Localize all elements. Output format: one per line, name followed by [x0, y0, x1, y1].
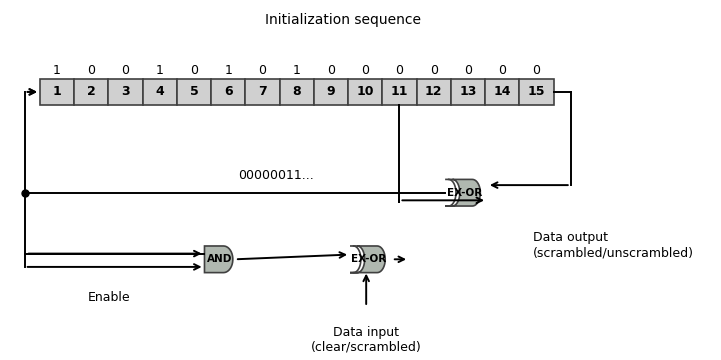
Bar — [143, 78, 177, 105]
Text: 0: 0 — [498, 64, 506, 77]
Bar — [519, 78, 554, 105]
Text: 0: 0 — [361, 64, 369, 77]
Bar — [382, 78, 417, 105]
Text: 10: 10 — [356, 85, 374, 98]
Text: 0: 0 — [259, 64, 267, 77]
Text: 1: 1 — [53, 64, 61, 77]
Text: 0: 0 — [464, 64, 472, 77]
Text: 1: 1 — [53, 85, 61, 98]
Text: 00000011...: 00000011... — [238, 169, 314, 182]
Text: EX-OR: EX-OR — [446, 188, 482, 198]
Bar — [245, 78, 280, 105]
PathPatch shape — [350, 246, 385, 273]
Text: Data output
(scrambled/unscrambled): Data output (scrambled/unscrambled) — [533, 231, 694, 259]
Bar — [177, 78, 211, 105]
Text: 3: 3 — [121, 85, 130, 98]
Text: 0: 0 — [327, 64, 335, 77]
Text: 12: 12 — [425, 85, 443, 98]
Bar — [451, 78, 485, 105]
Text: EX-OR: EX-OR — [351, 254, 386, 264]
Text: Enable: Enable — [88, 291, 131, 304]
Text: Initialization sequence: Initialization sequence — [265, 13, 421, 27]
Bar — [314, 78, 348, 105]
Bar — [485, 78, 519, 105]
Text: 9: 9 — [327, 85, 335, 98]
Text: 4: 4 — [156, 85, 164, 98]
Text: 11: 11 — [391, 85, 408, 98]
Text: 13: 13 — [459, 85, 477, 98]
Text: AND: AND — [207, 254, 232, 264]
PathPatch shape — [445, 179, 480, 206]
Bar — [348, 78, 382, 105]
Text: Data input
(clear/scrambled): Data input (clear/scrambled) — [311, 326, 422, 354]
Text: 6: 6 — [224, 85, 233, 98]
Bar — [417, 78, 451, 105]
Text: 8: 8 — [293, 85, 301, 98]
Bar — [280, 78, 314, 105]
Text: 0: 0 — [190, 64, 198, 77]
Text: 7: 7 — [258, 85, 267, 98]
Text: 0: 0 — [122, 64, 130, 77]
Text: 0: 0 — [396, 64, 404, 77]
Text: 2: 2 — [87, 85, 96, 98]
Bar — [40, 78, 74, 105]
Text: 5: 5 — [190, 85, 198, 98]
Text: 1: 1 — [293, 64, 301, 77]
Text: 0: 0 — [87, 64, 95, 77]
Text: 0: 0 — [430, 64, 438, 77]
Text: 1: 1 — [224, 64, 232, 77]
Bar — [74, 78, 108, 105]
Bar — [211, 78, 245, 105]
Text: 14: 14 — [493, 85, 511, 98]
Text: 15: 15 — [528, 85, 545, 98]
Bar — [108, 78, 143, 105]
Text: 0: 0 — [532, 64, 541, 77]
PathPatch shape — [205, 246, 233, 273]
Text: 1: 1 — [156, 64, 164, 77]
